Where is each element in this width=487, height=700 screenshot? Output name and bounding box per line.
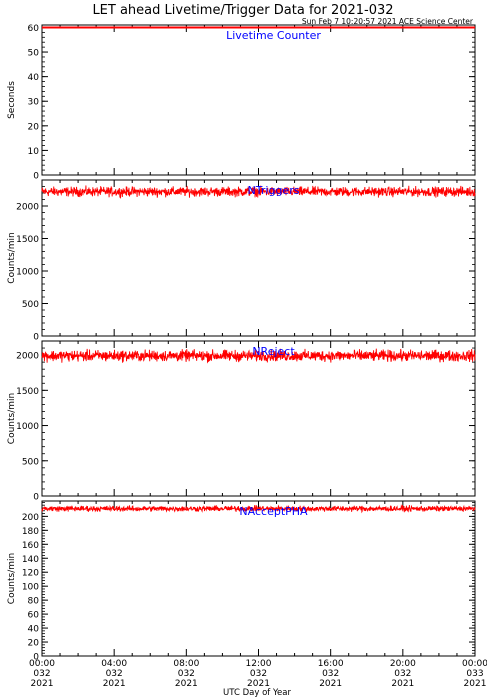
- x-tick-label: 12:00: [246, 659, 272, 669]
- x-tick-label: 04:00: [101, 659, 127, 669]
- x-tick-label: 2021: [391, 679, 414, 689]
- plot-frame: [41, 179, 476, 337]
- x-tick-label: 032: [106, 669, 123, 679]
- panel-1: 0 10 20 30 40 50 60 Seconds Livetime Counter: [7, 24, 476, 182]
- x-tick-label: 2021: [247, 679, 270, 689]
- y-tick-label: 100: [22, 583, 39, 593]
- series-label: NTriggers: [248, 184, 300, 197]
- y-tick-label: 80: [28, 597, 40, 607]
- plot-frame: [41, 500, 476, 657]
- series-label: NAcceptPHA: [239, 505, 308, 518]
- y-tick-label: 60: [28, 24, 40, 34]
- x-tick-label: 032: [322, 669, 339, 679]
- x-tick-label: 08:00: [173, 659, 199, 669]
- y-axis-label: Counts/min: [7, 232, 17, 283]
- y-tick-label: 1500: [16, 387, 39, 397]
- x-tick-label: 2021: [103, 679, 126, 689]
- y-tick-label: 20: [28, 639, 40, 649]
- x-tick-label: 032: [178, 669, 195, 679]
- y-tick-label: 500: [22, 300, 39, 310]
- series-line: [41, 348, 476, 364]
- y-tick-label: 10: [28, 147, 40, 157]
- chart-title: LET ahead Livetime/Trigger Data for 2021…: [92, 3, 393, 18]
- y-tick-label: 500: [22, 457, 39, 467]
- x-axis-label: UTC Day of Year: [223, 688, 291, 698]
- series-label: Livetime Counter: [226, 29, 321, 42]
- plot-frame: [41, 24, 476, 176]
- y-tick-label: 30: [28, 98, 40, 108]
- y-tick-label: 20: [28, 122, 40, 132]
- x-tick-label: 2021: [319, 679, 342, 689]
- y-tick-label: 2000: [16, 352, 39, 362]
- y-tick-label: 0: [33, 333, 39, 343]
- panel-4: 0 20 40 60 80 100 120 140 160 180 200 Counts/min NAc…: [7, 500, 476, 663]
- y-axis-label: Seconds: [7, 81, 17, 119]
- x-tick-label: 2021: [31, 679, 54, 689]
- y-tick-label: 1500: [16, 235, 39, 245]
- series-line: [41, 504, 476, 514]
- y-tick-label: 160: [22, 541, 39, 551]
- y-tick-label: 50: [28, 49, 40, 59]
- y-tick-label: 2000: [16, 203, 39, 213]
- y-tick-label: 40: [28, 73, 40, 83]
- panel-2: 0 500 1000 1500 2000 Counts/min NTriggers: [7, 179, 476, 343]
- y-tick-label: 0: [33, 172, 39, 182]
- series-line: [41, 185, 476, 199]
- y-tick-label: 200: [22, 513, 39, 523]
- x-tick-labels: 00:00032202104:00032202108:00032202112:0…: [29, 659, 487, 689]
- x-tick-label: 20:00: [390, 659, 416, 669]
- y-tick-label: 180: [22, 527, 39, 537]
- panels: 0 10 20 30 40 50 60 Seconds Livetime Counter 0 500…: [7, 24, 487, 689]
- y-tick-label: 120: [22, 569, 39, 579]
- x-tick-label: 032: [250, 669, 267, 679]
- x-tick-label: 033: [466, 669, 483, 679]
- y-axis-label: Counts/min: [7, 553, 17, 604]
- x-tick-label: 2021: [464, 679, 487, 689]
- y-tick-label: 140: [22, 555, 39, 565]
- y-tick-label: 1000: [16, 422, 39, 432]
- x-tick-label: 2021: [175, 679, 198, 689]
- x-tick-label: 00:00: [29, 659, 55, 669]
- y-tick-label: 40: [28, 625, 40, 635]
- x-tick-label: 032: [33, 669, 50, 679]
- x-tick-label: 00:00: [462, 659, 487, 669]
- y-tick-label: 0: [33, 653, 39, 663]
- x-tick-label: 032: [394, 669, 411, 679]
- y-axis-label: Counts/min: [7, 393, 17, 444]
- y-tick-label: 0: [33, 493, 39, 503]
- panel-3: 0 500 1000 1500 2000 Counts/min NReject: [7, 340, 476, 503]
- y-tick-label: 1000: [16, 268, 39, 278]
- timestamp: Sun Feb 7 10:20:57 2021 ACE Science Cent…: [302, 17, 474, 26]
- plot-frame: [41, 340, 476, 497]
- series-label: NReject: [252, 345, 295, 358]
- y-tick-label: 60: [28, 611, 40, 621]
- x-tick-label: 16:00: [318, 659, 344, 669]
